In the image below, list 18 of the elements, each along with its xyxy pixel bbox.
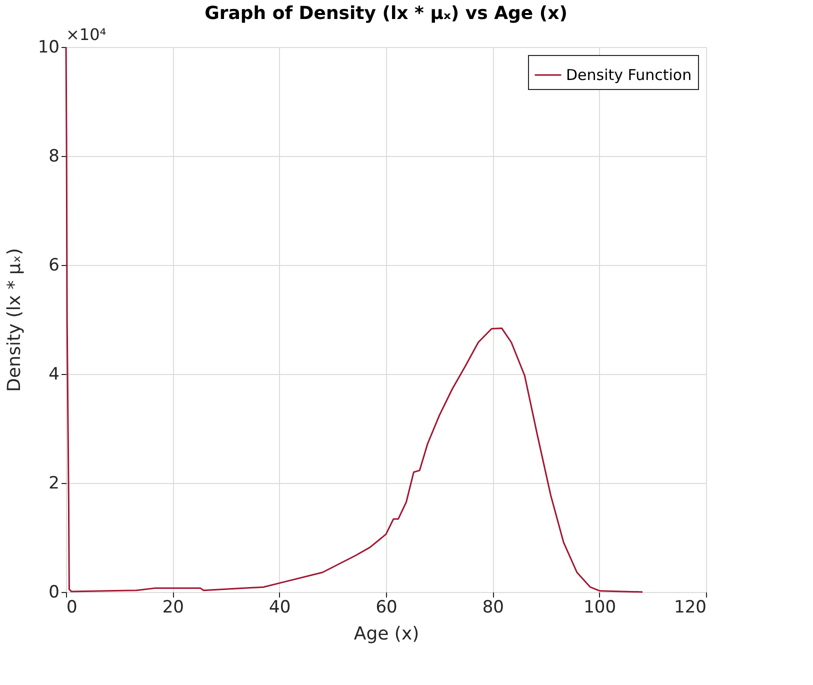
y-tick-label: 4 bbox=[48, 364, 60, 384]
text: ×10⁴ bbox=[66, 25, 106, 44]
x-tick-label: 0 bbox=[66, 598, 78, 618]
x-tick-label: 60 bbox=[376, 598, 398, 618]
y-tick-label: 0 bbox=[48, 582, 60, 602]
x-tick-label: 100 bbox=[584, 598, 616, 618]
x-axis-title: Age (x) bbox=[354, 624, 420, 644]
y-tick-label: 10 bbox=[38, 38, 60, 58]
y-tick-label: 6 bbox=[48, 256, 60, 276]
x-tick-label: 40 bbox=[269, 598, 291, 618]
y-tick-label: 8 bbox=[48, 146, 60, 166]
y-axis-title: Density (lx * μₓ) bbox=[4, 248, 25, 392]
x-tick-label: 20 bbox=[162, 598, 184, 618]
legend-label: Density Function bbox=[566, 66, 692, 84]
chart-title: Graph of Density (lx * μₓ) vs Age (x) bbox=[204, 3, 568, 24]
y-tick-label: 2 bbox=[48, 474, 60, 494]
x-tick-label: 80 bbox=[482, 598, 504, 618]
x-tick-label: 120 bbox=[674, 598, 706, 618]
